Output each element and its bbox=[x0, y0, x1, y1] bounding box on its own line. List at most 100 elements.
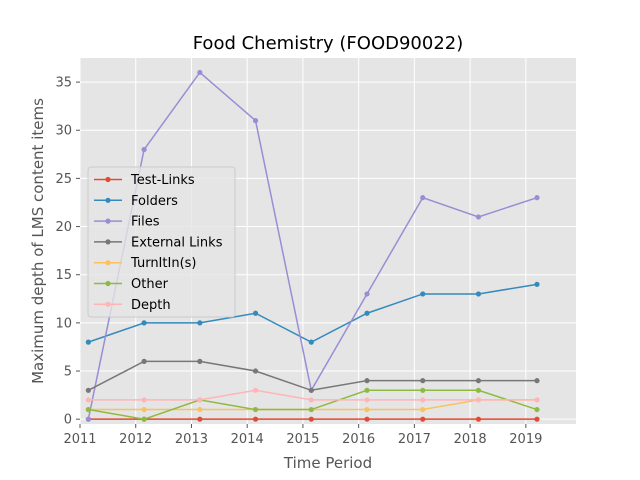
legend-item-depth: Depth bbox=[94, 298, 171, 313]
data-point-external-links bbox=[85, 387, 91, 393]
x-tick-label: 2014 bbox=[231, 432, 264, 447]
data-point-depth bbox=[252, 387, 259, 393]
x-tick-label: 2018 bbox=[454, 432, 487, 447]
data-point-files bbox=[534, 195, 540, 201]
legend-swatch-marker bbox=[105, 301, 111, 307]
data-point-files bbox=[475, 214, 482, 220]
y-tick-label: 10 bbox=[55, 316, 72, 331]
data-point-depth bbox=[475, 397, 482, 403]
data-point-depth bbox=[141, 397, 147, 403]
x-tick-label: 2011 bbox=[63, 432, 96, 447]
data-point-depth bbox=[364, 397, 370, 403]
data-point-external-links bbox=[534, 378, 540, 384]
legend-swatch-marker bbox=[105, 260, 111, 266]
data-point-test-links bbox=[534, 416, 540, 422]
x-tick-label: 2012 bbox=[119, 432, 152, 447]
data-point-depth bbox=[197, 397, 203, 403]
x-axis-label: Time Period bbox=[283, 454, 372, 472]
x-tick-label: 2016 bbox=[342, 432, 375, 447]
y-tick-label: 30 bbox=[55, 124, 72, 139]
data-point-other bbox=[420, 387, 426, 393]
data-point-other bbox=[534, 406, 540, 413]
data-point-external-links bbox=[420, 378, 426, 384]
data-point-test-links bbox=[252, 416, 259, 422]
legend-item-turnitin-s: TurnItIn(s) bbox=[94, 256, 196, 271]
data-point-external-links bbox=[308, 387, 314, 393]
data-point-external-links bbox=[252, 368, 259, 374]
data-point-turnitin-s bbox=[420, 406, 426, 413]
x-tick-label: 2017 bbox=[398, 432, 431, 447]
data-point-folders bbox=[252, 310, 259, 316]
data-point-test-links bbox=[420, 416, 426, 422]
chart-title: Food Chemistry (FOOD90022) bbox=[193, 33, 464, 54]
data-point-folders bbox=[85, 339, 91, 345]
data-point-folders bbox=[475, 291, 482, 297]
data-point-test-links bbox=[475, 416, 482, 422]
legend-label: Other bbox=[131, 277, 169, 292]
legend-swatch-marker bbox=[105, 176, 111, 183]
data-point-other bbox=[308, 406, 314, 413]
data-point-files bbox=[141, 146, 147, 153]
data-point-external-links bbox=[197, 358, 203, 364]
y-tick-label: 25 bbox=[55, 172, 72, 187]
legend-label: Test-Links bbox=[130, 173, 195, 188]
data-point-files bbox=[85, 416, 91, 422]
data-point-depth bbox=[85, 397, 91, 403]
series-layer bbox=[85, 69, 540, 422]
y-tick-labels: 0 5 10 15 20 25 30 35 bbox=[55, 76, 80, 428]
data-point-other bbox=[85, 406, 91, 413]
data-point-turnitin-s bbox=[141, 406, 147, 413]
legend-swatch-marker bbox=[105, 280, 111, 287]
data-point-folders bbox=[534, 281, 540, 287]
data-point-folders bbox=[364, 310, 370, 316]
legend-swatch-marker bbox=[105, 239, 111, 245]
data-point-other bbox=[252, 406, 259, 413]
legend-label: TurnItIn(s) bbox=[130, 256, 196, 271]
legend-label: Folders bbox=[131, 194, 178, 209]
y-tick-label: 35 bbox=[55, 76, 72, 91]
y-axis-label: Maximum depth of LMS content items bbox=[29, 98, 47, 384]
legend-item-files: Files bbox=[94, 215, 160, 230]
data-point-folders bbox=[308, 339, 314, 345]
legend-label: External Links bbox=[131, 235, 223, 250]
legend-item-other: Other bbox=[94, 277, 169, 292]
x-tick-label: 2019 bbox=[509, 432, 542, 447]
legend: Test-Links Folders Files External Links Turn… bbox=[87, 166, 236, 318]
legend-item-test-links: Test-Links bbox=[94, 173, 195, 188]
data-point-external-links bbox=[141, 358, 147, 364]
y-tick-label: 0 bbox=[64, 413, 72, 428]
y-tick-label: 15 bbox=[55, 268, 72, 283]
data-point-depth bbox=[308, 397, 314, 403]
data-point-turnitin-s bbox=[364, 406, 370, 413]
legend-item-folders: Folders bbox=[94, 194, 178, 209]
series-external-links bbox=[85, 358, 540, 393]
data-point-files bbox=[364, 291, 370, 297]
data-point-test-links bbox=[364, 416, 370, 422]
y-tick-label: 20 bbox=[55, 220, 72, 235]
data-point-other bbox=[475, 387, 482, 393]
x-tick-labels: 2011 2012 2013 2014 2015 2016 2017 2018 2019 bbox=[63, 424, 542, 447]
legend-swatch-marker bbox=[105, 218, 111, 224]
data-point-depth bbox=[534, 397, 540, 403]
data-point-test-links bbox=[197, 416, 203, 422]
legend-label: Depth bbox=[131, 298, 171, 313]
data-point-other bbox=[364, 387, 370, 393]
data-point-external-links bbox=[364, 378, 370, 384]
data-point-other bbox=[141, 416, 147, 422]
data-point-files bbox=[197, 69, 203, 76]
series-depth bbox=[85, 387, 540, 403]
series-folders bbox=[85, 281, 540, 345]
legend-swatch-marker bbox=[105, 197, 111, 203]
legend-box bbox=[87, 166, 236, 318]
data-point-external-links bbox=[475, 378, 482, 384]
data-point-folders bbox=[141, 320, 147, 326]
data-point-depth bbox=[420, 397, 426, 403]
data-point-turnitin-s bbox=[197, 406, 203, 413]
data-point-files bbox=[252, 118, 259, 124]
legend-item-external-links: External Links bbox=[94, 235, 223, 250]
x-tick-label: 2015 bbox=[286, 432, 319, 447]
data-point-folders bbox=[197, 320, 203, 326]
data-point-files bbox=[420, 195, 426, 201]
data-point-folders bbox=[420, 291, 426, 297]
